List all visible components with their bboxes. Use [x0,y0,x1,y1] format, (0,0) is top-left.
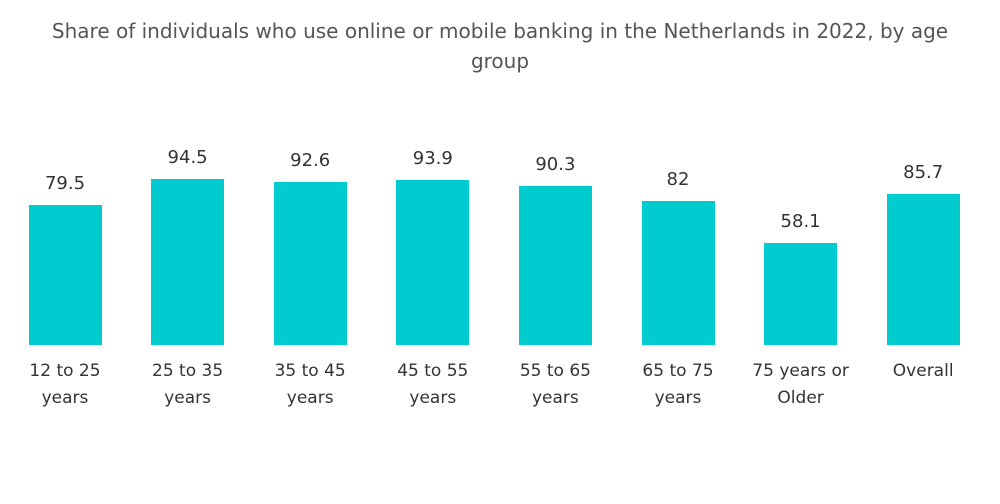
value-label: 90.3 [535,154,576,176]
bar [151,178,225,345]
bar [273,182,347,345]
value-label: 79.5 [44,173,86,195]
bar [518,186,592,345]
x-tick-label: 55 to 65 years [519,361,591,408]
bar [28,205,102,345]
value-label: 92.6 [290,150,331,172]
x-tick-label: 25 to 35 years [152,361,224,408]
bar [886,194,960,345]
x-tick-label: 75 years or Older [752,361,849,408]
value-label: 58.1 [780,210,821,232]
x-tick-label: 35 to 45 years [274,361,346,408]
x-tick-label: 12 to 25 years [29,361,101,408]
x-tick-label: 45 to 55 years [397,361,469,408]
value-label: 82 [666,168,690,190]
x-tick-label: Overall [892,361,954,381]
bar [764,242,838,345]
value-label: 94.5 [167,146,208,168]
value-label: 93.9 [412,148,453,170]
value-label: 85.7 [903,162,944,184]
x-tick-label: 65 to 75 years [642,361,714,408]
bar [641,200,715,345]
chart-title: Share of individuals who use online or m… [51,19,949,73]
bar [396,180,470,345]
